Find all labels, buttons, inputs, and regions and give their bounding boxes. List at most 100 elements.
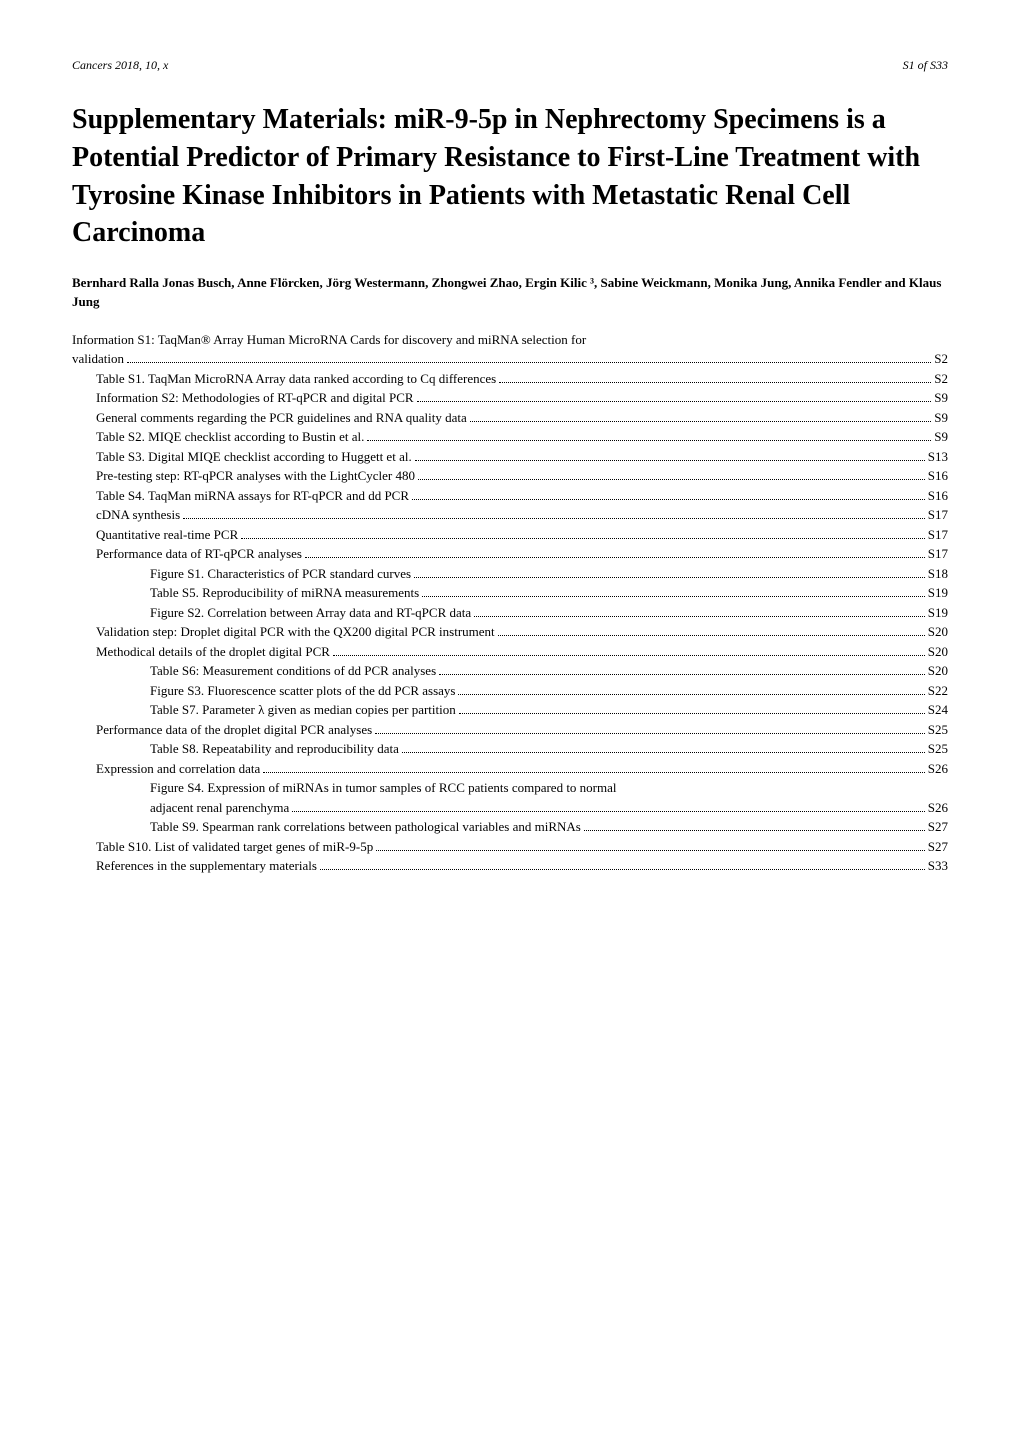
toc-leader-dots [241, 538, 925, 539]
toc-label: Table S1. TaqMan MicroRNA Array data ran… [96, 369, 496, 389]
toc-row: Expression and correlation data S26 [72, 759, 948, 779]
toc-leader-dots [459, 713, 925, 714]
toc-leader-dots [305, 557, 925, 558]
toc-leader-dots [402, 752, 925, 753]
toc-label: Table S8. Repeatability and reproducibil… [150, 739, 399, 759]
toc-leader-dots [127, 362, 931, 363]
toc-row: Figure S2. Correlation between Array dat… [72, 603, 948, 623]
toc-row: Figure S3. Fluorescence scatter plots of… [72, 681, 948, 701]
toc-label: Figure S1. Characteristics of PCR standa… [150, 564, 411, 584]
toc-leader-dots [439, 674, 925, 675]
toc-label: validation [72, 349, 124, 369]
toc-leader-dots [584, 830, 925, 831]
toc-label: Figure S2. Correlation between Array dat… [150, 603, 471, 623]
toc-row: Table S2. MIQE checklist according to Bu… [72, 427, 948, 447]
toc-row: Figure S4. Expression of miRNAs in tumor… [72, 778, 948, 798]
toc-row: Table S9. Spearman rank correlations bet… [72, 817, 948, 837]
toc-label: Figure S3. Fluorescence scatter plots of… [150, 681, 455, 701]
toc-page-number: S27 [928, 817, 948, 837]
toc-page-number: S19 [928, 603, 948, 623]
toc-label: References in the supplementary material… [96, 856, 317, 876]
toc-page-number: S18 [928, 564, 948, 584]
toc-leader-dots [375, 733, 925, 734]
toc-leader-dots [412, 499, 925, 500]
toc-leader-dots [367, 440, 931, 441]
toc-label: Expression and correlation data [96, 759, 260, 779]
toc-leader-dots [498, 635, 925, 636]
toc-leader-dots [470, 421, 931, 422]
toc-page-number: S25 [928, 720, 948, 740]
toc-label: Quantitative real-time PCR [96, 525, 238, 545]
toc-row: Table S10. List of validated target gene… [72, 837, 948, 857]
toc-row: General comments regarding the PCR guide… [72, 408, 948, 428]
toc-row: Table S3. Digital MIQE checklist accordi… [72, 447, 948, 467]
toc-label: Performance data of RT-qPCR analyses [96, 544, 302, 564]
toc-row: Pre-testing step: RT-qPCR analyses with … [72, 466, 948, 486]
document-title: Supplementary Materials: miR-9-5p in Nep… [72, 101, 948, 252]
toc-page-number: S16 [928, 486, 948, 506]
toc-page-number: S20 [928, 642, 948, 662]
toc-label: General comments regarding the PCR guide… [96, 408, 467, 428]
page-header: Cancers 2018, 10, x S1 of S33 [72, 58, 948, 73]
toc-label: Information S2: Methodologies of RT-qPCR… [96, 388, 414, 408]
toc-label: Table S9. Spearman rank correlations bet… [150, 817, 581, 837]
toc-leader-dots [422, 596, 925, 597]
toc-label: Information S1: TaqMan® Array Human Micr… [72, 330, 586, 350]
toc-row: Table S5. Reproducibility of miRNA measu… [72, 583, 948, 603]
header-right: S1 of S33 [903, 58, 948, 73]
toc-leader-dots [376, 850, 925, 851]
toc-row: References in the supplementary material… [72, 856, 948, 876]
toc-label: Table S5. Reproducibility of miRNA measu… [150, 583, 419, 603]
toc-label: Pre-testing step: RT-qPCR analyses with … [96, 466, 415, 486]
toc-row: adjacent renal parenchymaS26 [72, 798, 948, 818]
toc-page-number: S17 [928, 525, 948, 545]
toc-page-number: S24 [928, 700, 948, 720]
toc-row: Table S8. Repeatability and reproducibil… [72, 739, 948, 759]
toc-page-number: S20 [928, 622, 948, 642]
toc-label: Table S3. Digital MIQE checklist accordi… [96, 447, 412, 467]
toc-leader-dots [414, 577, 925, 578]
toc-row: Performance data of the droplet digital … [72, 720, 948, 740]
toc-page-number: S26 [928, 759, 948, 779]
toc-row: Quantitative real-time PCR S17 [72, 525, 948, 545]
toc-leader-dots [474, 616, 925, 617]
toc-row: Table S1. TaqMan MicroRNA Array data ran… [72, 369, 948, 389]
toc-row: Performance data of RT-qPCR analyses S17 [72, 544, 948, 564]
toc-leader-dots [499, 382, 931, 383]
toc-row: Validation step: Droplet digital PCR wit… [72, 622, 948, 642]
toc-label: Table S4. TaqMan miRNA assays for RT-qPC… [96, 486, 409, 506]
toc-row: cDNA synthesisS17 [72, 505, 948, 525]
toc-leader-dots [292, 811, 924, 812]
toc-label: Validation step: Droplet digital PCR wit… [96, 622, 495, 642]
toc-label: Methodical details of the droplet digita… [96, 642, 330, 662]
toc-leader-dots [415, 460, 925, 461]
toc-page-number: S13 [928, 447, 948, 467]
toc-leader-dots [458, 694, 924, 695]
toc-page-number: S17 [928, 544, 948, 564]
toc-row: Information S1: TaqMan® Array Human Micr… [72, 330, 948, 350]
toc-page-number: S2 [934, 369, 948, 389]
toc-label: Performance data of the droplet digital … [96, 720, 372, 740]
toc-page-number: S26 [928, 798, 948, 818]
authors-line: Bernhard Ralla Jonas Busch, Anne Flörcke… [72, 274, 948, 312]
toc-row: Figure S1. Characteristics of PCR standa… [72, 564, 948, 584]
toc-label: Figure S4. Expression of miRNAs in tumor… [150, 778, 617, 798]
toc-page-number: S9 [934, 427, 948, 447]
toc-page-number: S16 [928, 466, 948, 486]
toc-leader-dots [333, 655, 925, 656]
toc-page-number: S2 [934, 349, 948, 369]
toc-row: validation S2 [72, 349, 948, 369]
toc-leader-dots [263, 772, 925, 773]
toc-page-number: S9 [934, 388, 948, 408]
toc-label: Table S7. Parameter λ given as median co… [150, 700, 456, 720]
toc-label: Table S2. MIQE checklist according to Bu… [96, 427, 364, 447]
toc-row: Table S6: Measurement conditions of dd P… [72, 661, 948, 681]
toc-label: Table S10. List of validated target gene… [96, 837, 373, 857]
toc-leader-dots [183, 518, 925, 519]
toc-row: Methodical details of the droplet digita… [72, 642, 948, 662]
toc-row: Information S2: Methodologies of RT-qPCR… [72, 388, 948, 408]
toc-row: Table S7. Parameter λ given as median co… [72, 700, 948, 720]
toc-label: cDNA synthesis [96, 505, 180, 525]
toc-row: Table S4. TaqMan miRNA assays for RT-qPC… [72, 486, 948, 506]
toc-leader-dots [418, 479, 925, 480]
